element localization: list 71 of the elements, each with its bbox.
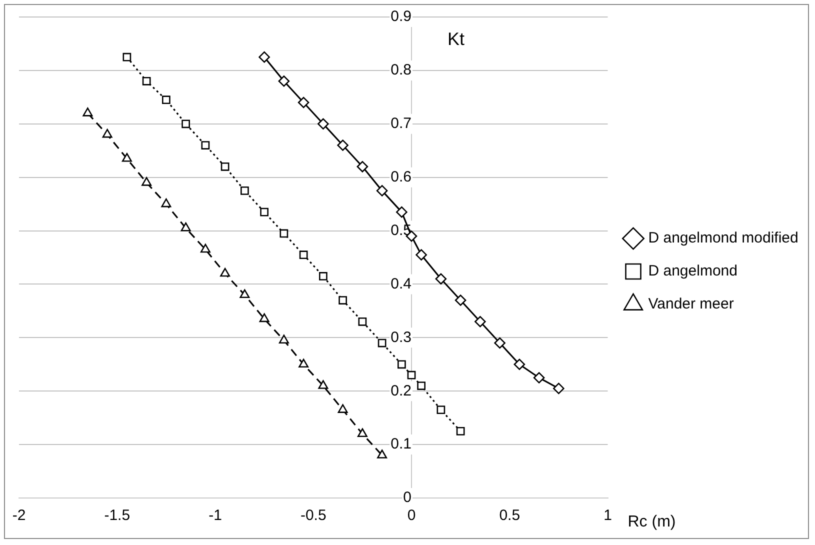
point xyxy=(357,428,368,438)
point xyxy=(299,250,308,260)
point xyxy=(142,76,151,86)
point xyxy=(240,186,249,195)
point xyxy=(436,406,446,414)
point xyxy=(318,380,328,389)
point xyxy=(456,427,465,436)
legend-label: D angelmond modified xyxy=(648,230,798,247)
point xyxy=(398,360,406,369)
x-tick-label: 1 xyxy=(604,507,612,524)
y-tick-label: 0.8 xyxy=(390,62,412,79)
y-tick-label: 0.9 xyxy=(390,8,412,26)
point xyxy=(435,273,447,285)
y-tick-label: 0.1 xyxy=(390,436,412,453)
y-tick-label: 0.2 xyxy=(390,382,412,400)
point xyxy=(278,75,290,87)
y-tick-label: 0.3 xyxy=(390,328,412,346)
point xyxy=(337,140,348,151)
point xyxy=(82,108,93,116)
legend-label: D angelmond xyxy=(648,262,738,280)
point xyxy=(454,294,466,306)
point xyxy=(474,316,486,328)
point xyxy=(356,160,368,172)
point xyxy=(240,289,250,298)
point xyxy=(280,229,288,238)
point xyxy=(122,52,132,62)
point xyxy=(220,268,230,277)
point xyxy=(259,313,270,322)
y-tick-label: 0.7 xyxy=(390,115,412,132)
point xyxy=(180,222,191,232)
point xyxy=(338,404,348,413)
point xyxy=(258,51,270,63)
point xyxy=(416,249,427,260)
point xyxy=(200,244,210,253)
point xyxy=(378,338,386,348)
point xyxy=(319,272,328,280)
point xyxy=(407,370,416,380)
point xyxy=(494,337,506,349)
x-axis-title: Rc (m) xyxy=(628,513,676,530)
point xyxy=(162,96,170,104)
legend-label: Vander meer xyxy=(648,296,734,313)
point xyxy=(122,152,132,162)
point xyxy=(318,118,329,130)
point xyxy=(338,296,347,304)
y-axis-title: Kt xyxy=(448,28,465,49)
y-tick-label: 0 xyxy=(403,489,412,506)
point xyxy=(298,96,310,108)
point xyxy=(376,185,388,196)
y-tick-label: 0.4 xyxy=(390,275,412,292)
point xyxy=(377,450,388,458)
point xyxy=(142,177,152,186)
point xyxy=(396,206,408,218)
point xyxy=(533,372,545,384)
point xyxy=(278,334,289,344)
point xyxy=(182,120,190,128)
x-tick-label: -1 xyxy=(208,507,222,524)
y-tick-label: 0.6 xyxy=(390,168,412,186)
point xyxy=(102,128,112,138)
point xyxy=(358,317,367,326)
point xyxy=(417,382,426,390)
x-tick-label: -2 xyxy=(12,507,26,524)
point xyxy=(514,358,526,370)
point xyxy=(220,162,230,171)
x-tick-label: -1.5 xyxy=(104,507,130,524)
x-tick-label: -0.5 xyxy=(300,507,326,524)
point xyxy=(298,358,309,368)
point xyxy=(161,198,172,208)
x-tick-label: 0.5 xyxy=(499,507,520,524)
point xyxy=(201,141,210,150)
point xyxy=(553,382,564,394)
point xyxy=(260,208,268,216)
